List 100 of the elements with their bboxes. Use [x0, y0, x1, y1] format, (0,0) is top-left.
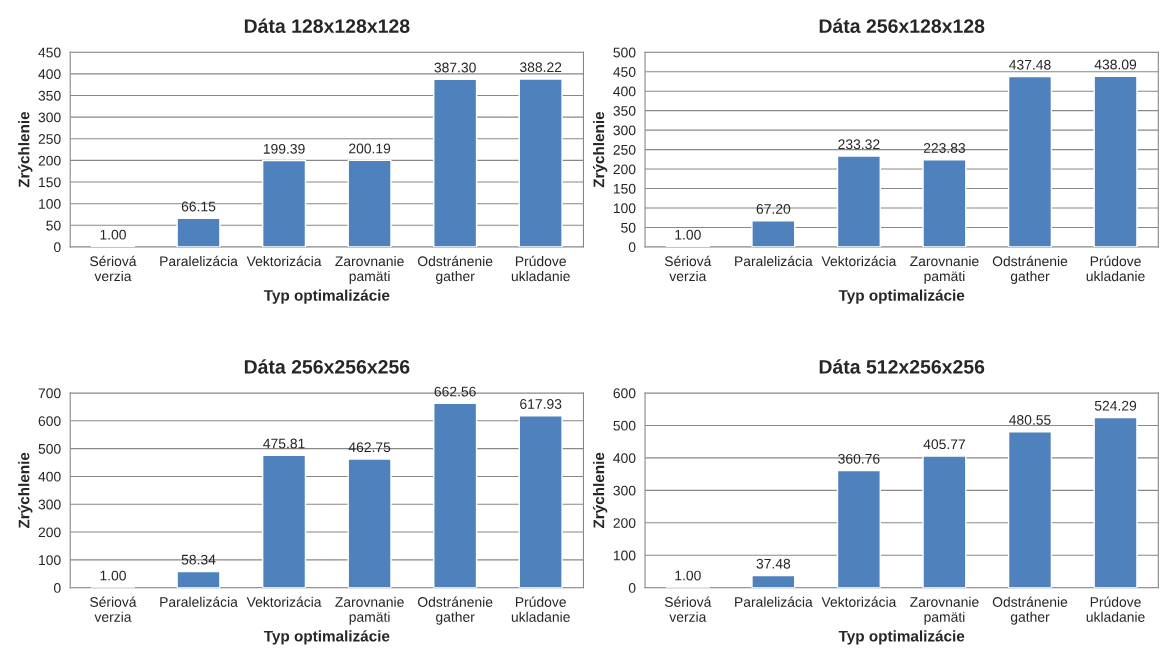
- data-label: 387.30: [434, 62, 476, 73]
- x-tick-label: Paralelizácia: [160, 255, 238, 267]
- x-tick-label: Sériová verzia: [664, 255, 712, 282]
- y-axis-title: Zrýchlenie: [18, 452, 33, 529]
- y-tick-label: 400: [38, 69, 61, 80]
- y-tick-label: 200: [38, 155, 61, 166]
- chart-title: Dáta 256x256x256: [244, 359, 410, 374]
- y-tick-label: 300: [613, 125, 636, 136]
- bar: [922, 455, 967, 588]
- data-label: 437.48: [1009, 59, 1051, 70]
- x-tick-label: Paralelizácia: [735, 255, 813, 267]
- y-tick-label: 0: [53, 583, 61, 593]
- data-label: 66.15: [181, 201, 216, 212]
- x-tick-label: Sériová verzia: [90, 255, 137, 282]
- bar: [518, 78, 563, 247]
- bar: [1093, 416, 1138, 588]
- x-tick-label: Zarovnanie pamäti: [910, 255, 979, 284]
- y-tick-label: 300: [38, 499, 61, 510]
- data-label: 37.48: [756, 558, 791, 569]
- x-tick-label: Paralelizácia: [160, 596, 238, 607]
- x-tick-label: Vektorizácia: [821, 596, 897, 607]
- bar: [922, 159, 967, 247]
- x-axis-title: Typ optimalizácie: [838, 630, 965, 645]
- data-label: 1.00: [675, 570, 701, 581]
- x-tick-label: Vektorizácia: [246, 596, 322, 607]
- y-tick-label: 150: [613, 183, 636, 194]
- data-label: 67.20: [756, 204, 791, 214]
- x-tick-label: Prúdove ukladanie: [511, 255, 570, 282]
- data-label: 360.76: [838, 453, 880, 464]
- bar: [836, 469, 881, 588]
- y-tick-label: 100: [39, 555, 61, 566]
- data-label: 405.77: [923, 439, 965, 450]
- y-tick-label: 500: [613, 47, 636, 58]
- x-tick-label: Sériová verzia: [664, 596, 712, 622]
- y-tick-label: 700: [38, 388, 61, 399]
- bar: [751, 220, 796, 247]
- data-label: 58.34: [181, 554, 216, 565]
- y-tick-label: 600: [38, 416, 61, 426]
- x-axis-title: Typ optimalizácie: [263, 630, 390, 645]
- y-tick-label: 100: [613, 550, 636, 561]
- data-label: 1.00: [675, 229, 701, 240]
- bar: [261, 454, 307, 588]
- x-tick-label: Prúdove ukladanie: [511, 596, 570, 622]
- x-tick-label: Prúdove ukladanie: [1086, 596, 1145, 622]
- bar: [518, 415, 563, 588]
- bar: [347, 159, 392, 247]
- y-tick-label: 50: [621, 222, 636, 233]
- y-tick-label: 600: [613, 388, 636, 399]
- y-axis-title: Zrýchlenie: [18, 111, 33, 188]
- data-label: 233.32: [838, 139, 880, 150]
- y-tick-label: 0: [628, 583, 636, 593]
- y-tick-label: 150: [39, 177, 61, 188]
- bar: [433, 402, 478, 588]
- y-tick-label: 250: [38, 134, 61, 144]
- bar: [1007, 431, 1053, 588]
- y-tick-label: 200: [613, 164, 636, 175]
- y-tick-label: 200: [38, 527, 61, 538]
- data-label: 662.56: [434, 386, 476, 397]
- bar: [1093, 75, 1138, 247]
- y-tick-label: 500: [38, 443, 61, 454]
- data-label: 1.00: [100, 570, 126, 581]
- data-label: 462.75: [348, 442, 391, 453]
- bar: [1007, 75, 1053, 247]
- x-tick-label: Odstránenie gather: [992, 255, 1068, 284]
- y-tick-label: 300: [613, 485, 636, 496]
- data-label: 1.00: [100, 229, 126, 240]
- bar: [176, 217, 221, 247]
- data-label: 617.93: [520, 399, 562, 409]
- y-axis-title: Zrýchlenie: [592, 111, 608, 188]
- data-label: 223.83: [923, 143, 966, 153]
- chart-title: Dáta 128x128x128: [244, 18, 410, 33]
- x-tick-label: Vektorizácia: [821, 255, 897, 267]
- y-tick-label: 200: [613, 518, 636, 528]
- chart-title: Dáta 512x256x256: [819, 359, 985, 374]
- bar: [261, 159, 307, 247]
- y-tick-label: 50: [46, 220, 61, 231]
- x-tick-label: Zarovnanie pamäti: [335, 255, 404, 284]
- bar: [433, 78, 478, 247]
- y-tick-label: 400: [613, 453, 636, 464]
- bar: [836, 155, 881, 247]
- y-tick-label: 0: [53, 242, 61, 253]
- y-axis-title: Zrýchlenie: [592, 452, 608, 529]
- y-tick-label: 0: [628, 242, 636, 253]
- data-label: 524.29: [1094, 400, 1137, 411]
- x-tick-label: Paralelizácia: [735, 596, 813, 607]
- data-label: 475.81: [263, 438, 305, 449]
- x-tick-label: Sériová verzia: [90, 596, 137, 622]
- data-label: 200.19: [349, 143, 391, 154]
- y-tick-label: 400: [613, 86, 636, 97]
- data-label: 480.55: [1009, 415, 1051, 425]
- y-tick-label: 250: [613, 144, 636, 155]
- y-tick-label: 350: [613, 105, 636, 116]
- bar: [751, 574, 796, 588]
- x-tick-label: Zarovnanie pamäti: [910, 596, 979, 625]
- x-axis-title: Typ optimalizácie: [838, 289, 965, 304]
- y-tick-label: 450: [613, 67, 636, 77]
- x-tick-label: Odstránenie gather: [417, 255, 493, 284]
- y-tick-label: 400: [38, 471, 61, 482]
- x-tick-label: Prúdove ukladanie: [1086, 255, 1145, 282]
- y-tick-label: 300: [38, 112, 61, 123]
